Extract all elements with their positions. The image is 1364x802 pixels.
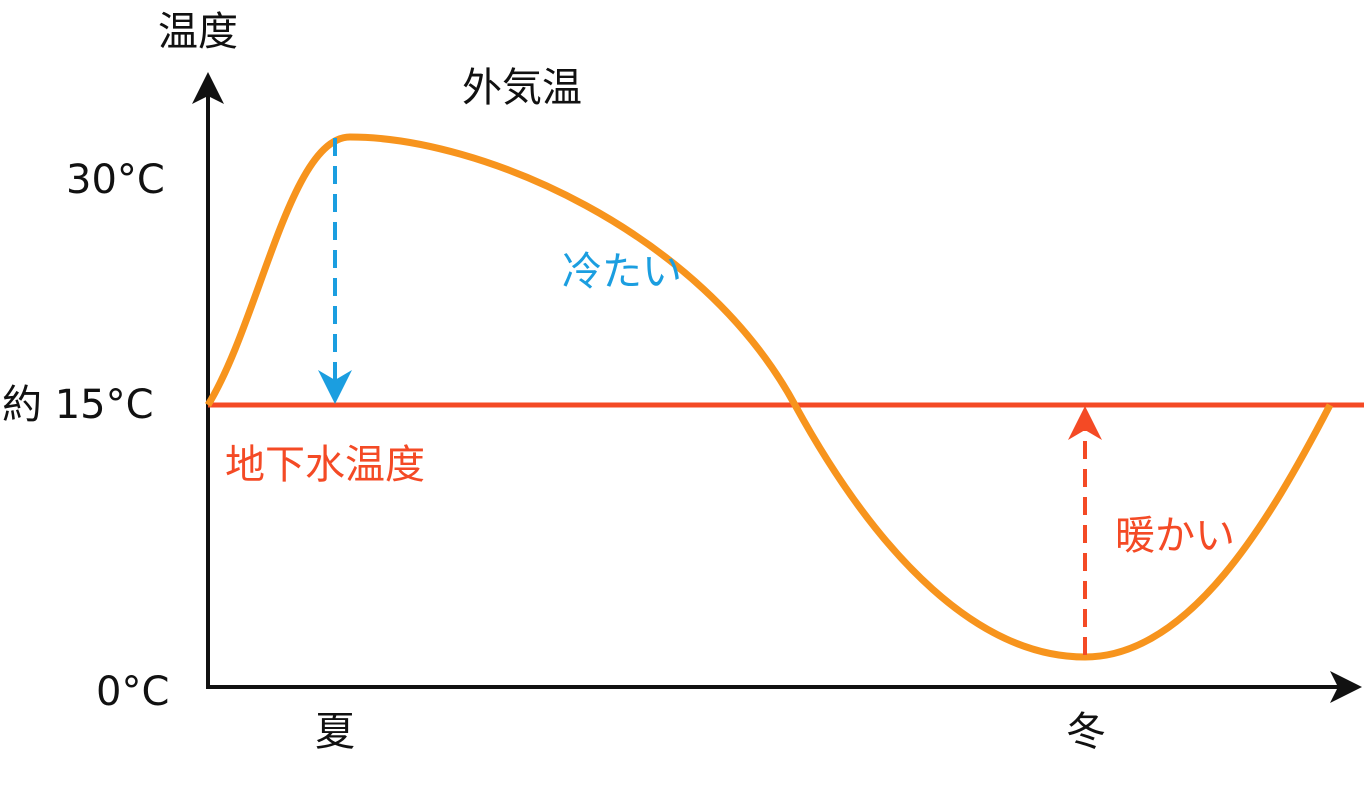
annotation-cold: 冷たい: [562, 249, 682, 295]
y-axis-arrow-icon: [192, 72, 224, 104]
series-label-outside-temp: 外気温: [462, 65, 582, 111]
x-tick-winter: 冬: [1066, 709, 1106, 755]
y-tick-30: 30°C: [66, 157, 165, 203]
y-axis-label: 温度: [158, 9, 238, 55]
annotation-warm: 暖かい: [1115, 513, 1235, 559]
x-tick-summer: 夏: [315, 709, 355, 755]
series-outside-temp-curve: [205, 133, 1334, 661]
y-tick-15: 約 15°C: [2, 382, 154, 428]
warm-arrow-head-icon: [1068, 406, 1102, 440]
x-axis-arrow-icon: [1330, 671, 1362, 703]
cold-arrow-head-icon: [318, 370, 352, 404]
y-tick-0: 0°C: [96, 669, 170, 715]
series-label-groundwater: 地下水温度: [225, 442, 425, 488]
